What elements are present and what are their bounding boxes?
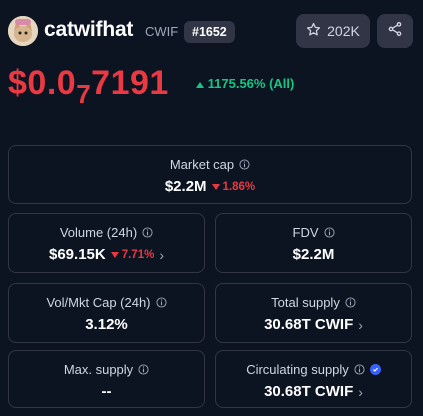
fdv-card[interactable]: FDV $2.2M [215,213,412,273]
fdv-label: FDV [292,225,319,240]
price-change: 1175.56% (All) [196,76,294,91]
chevron-right-icon: › [159,246,164,263]
info-icon [345,297,356,308]
max-supply-card[interactable]: Max. supply -- [8,350,205,408]
market-cap-card[interactable]: Market cap $2.2M 1.86% [8,145,412,204]
coin-name: catwifhat [44,18,134,41]
verified-icon [369,364,381,375]
total-supply-label: Total supply [271,295,340,310]
max-supply-value: -- [101,383,112,400]
volume-value: $69.15K [49,246,106,263]
caret-down-icon [110,251,119,258]
share-icon [387,21,403,42]
share-button[interactable] [377,14,413,48]
info-icon [323,227,335,238]
info-icon [239,159,250,170]
coin-header: catwifhat CWIF #1652 202K [8,14,415,48]
star-icon [306,22,321,40]
coin-avatar [8,16,38,46]
chevron-right-icon: › [358,316,363,333]
info-icon [138,364,149,375]
coin-symbol: CWIF [145,24,179,39]
max-supply-label: Max. supply [63,362,134,377]
volume-change: 7.71% [110,249,154,261]
vol-mkt-cap-card[interactable]: Vol/Mkt Cap (24h) 3.12% [8,283,205,343]
info-icon [354,364,365,375]
circulating-supply-value: 30.68T CWIF [264,383,354,400]
rank-badge: #1652 [184,21,235,43]
total-supply-value: 30.68T CWIF [264,316,354,333]
price-value: $0.077191 [8,64,169,109]
watchlist-button[interactable]: 202K [296,14,370,48]
price-row: $0.077191 1175.56% (All) [8,62,294,109]
watchlist-count: 202K [327,23,360,39]
market-cap-value: $2.2M [164,178,207,195]
market-cap-label: Market cap [169,157,235,172]
info-icon [155,297,167,308]
vol-mkt-cap-value: 3.12% [85,316,128,333]
fdv-value: $2.2M [292,246,335,263]
vol-mkt-cap-label: Vol/Mkt Cap (24h) [46,295,151,310]
circulating-supply-card[interactable]: Circulating supply 30.68T CWIF › [215,350,412,408]
chevron-right-icon: › [358,383,363,400]
circulating-supply-label: Circulating supply [246,362,349,377]
volume-card[interactable]: Volume (24h) $69.15K 7.71% › [8,213,205,273]
total-supply-card[interactable]: Total supply 30.68T CWIF › [215,283,412,343]
volume-label: Volume (24h) [59,225,138,240]
market-cap-change: 1.86% [211,181,255,193]
caret-up-icon [196,82,204,88]
info-icon [142,227,153,238]
caret-down-icon [211,183,220,190]
